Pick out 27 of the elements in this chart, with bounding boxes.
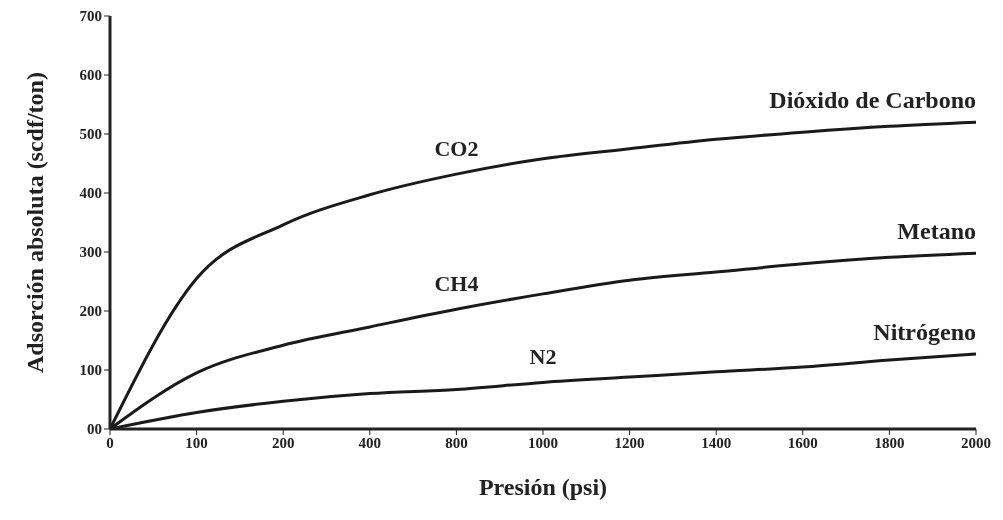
x-tick-label: 1400 bbox=[701, 434, 732, 451]
x-tick-label: 1000 bbox=[528, 434, 558, 451]
x-tick-label: 800 bbox=[445, 434, 468, 451]
y-tick-label: 700 bbox=[79, 8, 102, 25]
annotation: CO2 bbox=[434, 136, 479, 162]
annotation: CH4 bbox=[434, 271, 479, 297]
y-tick-label: 500 bbox=[79, 126, 102, 143]
series-label: Metano bbox=[897, 218, 976, 245]
x-tick-label: 200 bbox=[271, 434, 295, 451]
y-tick-label: 100 bbox=[79, 362, 102, 379]
x-axis-title: Presión (psi) bbox=[478, 474, 608, 500]
y-tick-label: 300 bbox=[79, 244, 102, 261]
y-axis-title: Adsorción absoluta (scdf/ton) bbox=[21, 72, 48, 373]
y-tick-label: 600 bbox=[79, 67, 102, 84]
series-label: Nitrógeno bbox=[873, 319, 976, 346]
x-tick-label: 0 bbox=[106, 434, 114, 451]
x-tick-label: 400 bbox=[358, 434, 382, 451]
series-label: Dióxido de Carbono bbox=[769, 87, 976, 114]
y-tick-label: 400 bbox=[79, 185, 102, 202]
y-tick-label: 00 bbox=[87, 421, 102, 438]
x-tick-label: 1200 bbox=[614, 434, 645, 451]
y-tick-label: 200 bbox=[79, 303, 102, 320]
x-tick-label: 1800 bbox=[874, 434, 905, 451]
x-tick-label: 2000 bbox=[961, 434, 991, 451]
x-tick-label: 100 bbox=[185, 434, 208, 451]
x-tick-label: 1600 bbox=[787, 434, 818, 451]
annotation: N2 bbox=[529, 344, 557, 370]
